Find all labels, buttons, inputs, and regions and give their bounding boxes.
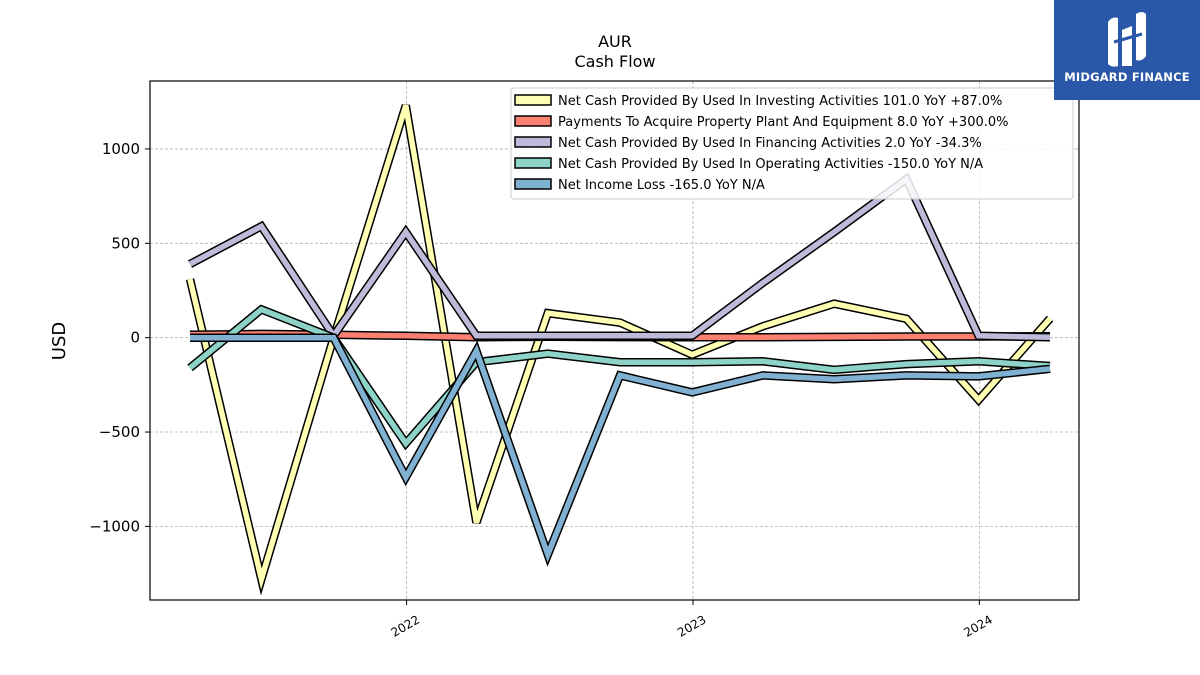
brand-logo-icon — [1108, 12, 1146, 67]
legend-label: Net Cash Provided By Used In Investing A… — [558, 94, 1002, 109]
x-axis-ticks: 2022 2023 2024 — [389, 600, 995, 640]
y-tick-label: 0 — [130, 329, 140, 347]
legend-label: Net Income Loss -165.0 YoY N/A — [558, 178, 765, 193]
chart-title: AUR — [598, 32, 632, 51]
x-tick-label: 2024 — [961, 612, 994, 639]
legend-label: Payments To Acquire Property Plant And E… — [558, 115, 1009, 130]
legend-swatch — [514, 157, 552, 169]
y-axis-ticks: 1000 500 0 −500 −1000 — [89, 140, 150, 535]
legend-label: Net Cash Provided By Used In Financing A… — [558, 136, 982, 151]
y-tick-label: 500 — [111, 234, 140, 252]
y-tick-label: −1000 — [89, 517, 140, 535]
series-line-4 — [190, 334, 1051, 563]
legend-swatch — [514, 178, 552, 190]
y-tick-label: −500 — [99, 423, 140, 441]
legend-swatch — [514, 94, 552, 106]
legend-swatch — [514, 136, 552, 148]
legend-swatch — [514, 115, 552, 127]
y-tick-label: 1000 — [102, 140, 140, 158]
legend: Net Cash Provided By Used In Investing A… — [510, 87, 1074, 200]
x-tick-label: 2023 — [675, 612, 708, 639]
brand-name: MIDGARD FINANCE — [1064, 70, 1190, 84]
series-lines — [185, 104, 1054, 596]
legend-label: Net Cash Provided By Used In Operating A… — [558, 157, 983, 172]
brand-logo: MIDGARD FINANCE — [1054, 0, 1200, 100]
plot-frame — [149, 80, 1080, 601]
legend-box — [510, 87, 1074, 200]
chart-subtitle: Cash Flow — [574, 52, 655, 71]
x-tick-label: 2022 — [389, 612, 422, 639]
y-axis-label: USD — [49, 322, 70, 360]
series-outline-4 — [190, 333, 1051, 567]
